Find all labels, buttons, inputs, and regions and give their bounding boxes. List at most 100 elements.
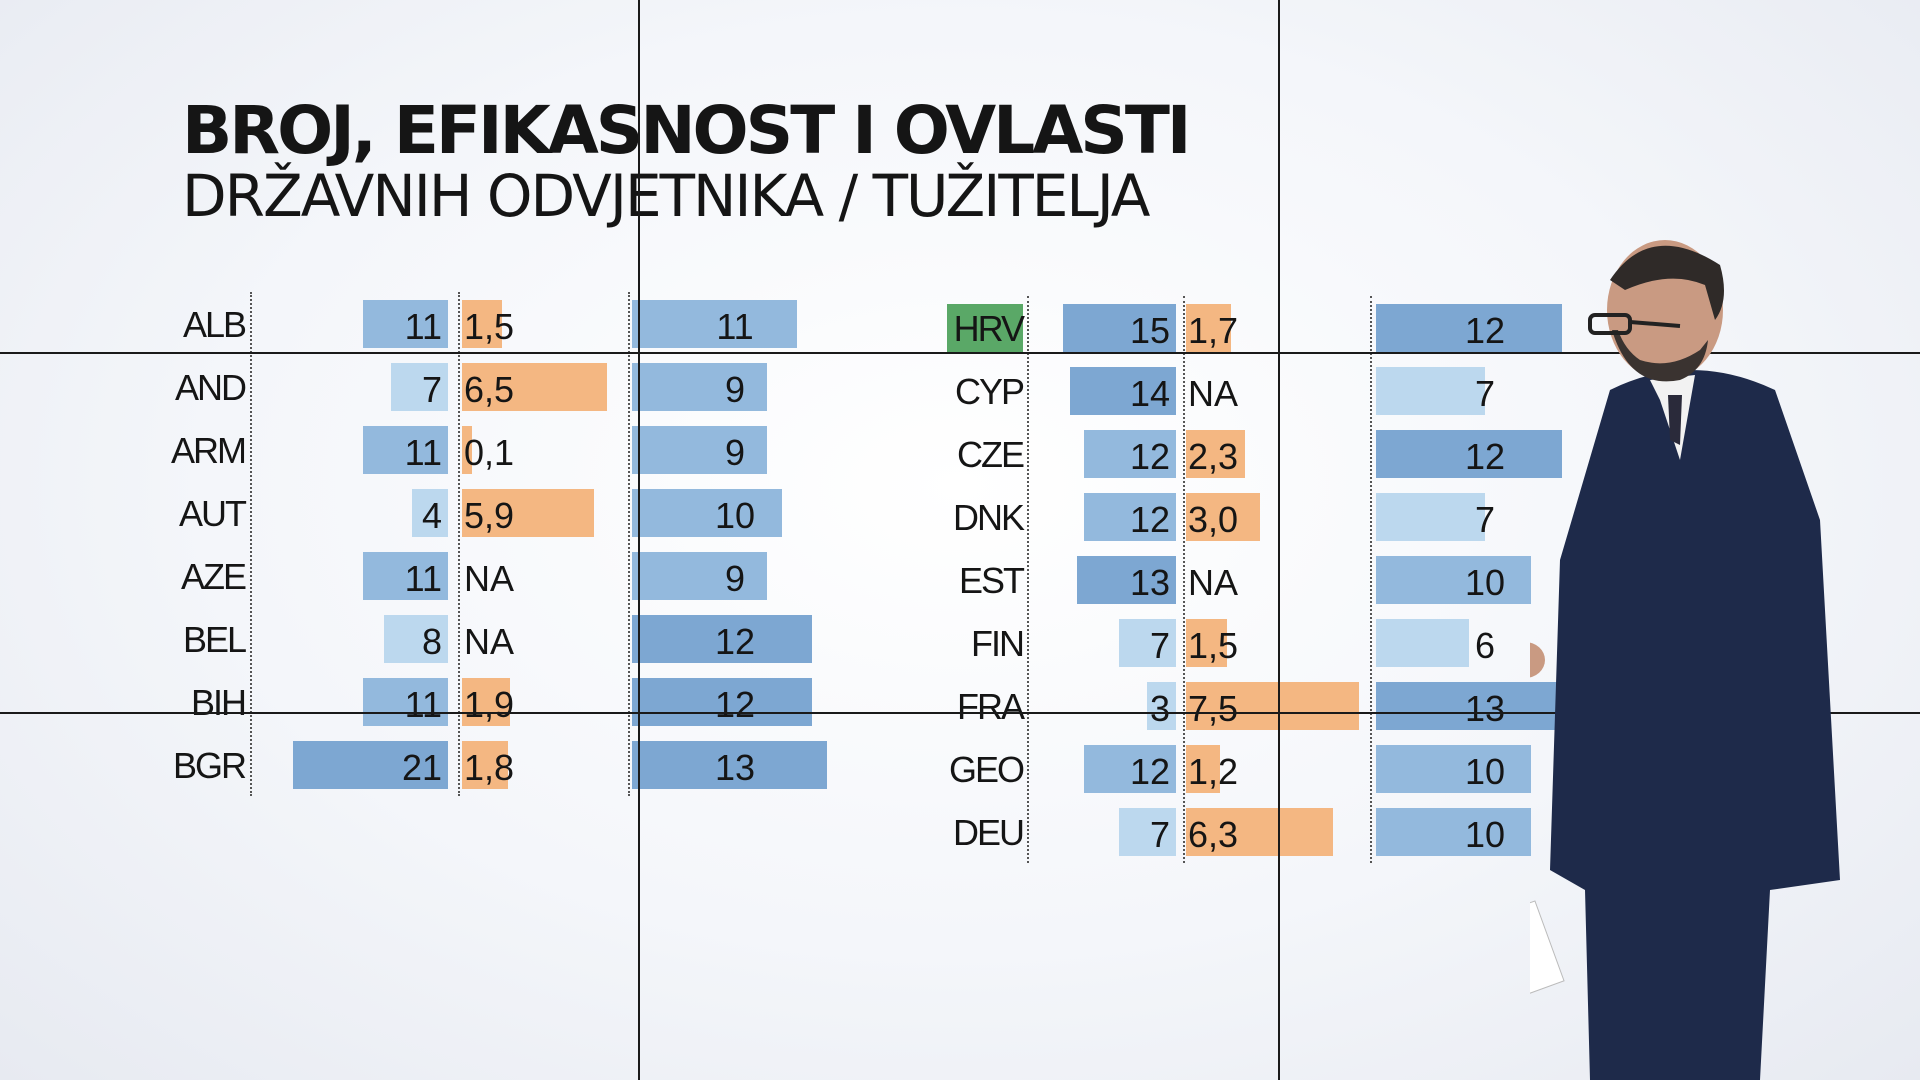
bar-value-1 xyxy=(293,741,448,789)
bar-value-3 xyxy=(1376,304,1562,352)
value-3-label: 11 xyxy=(716,306,754,347)
bar-value-2 xyxy=(462,678,510,726)
value-2-label: 2,3 xyxy=(1188,436,1239,477)
bar-value-3 xyxy=(1376,367,1485,415)
value-2-label: 1,5 xyxy=(464,306,515,347)
bar-value-3 xyxy=(1376,745,1531,793)
value-2-label: 7,5 xyxy=(1188,688,1239,729)
bar-value-2 xyxy=(1186,682,1359,730)
bar-value-3 xyxy=(632,615,812,663)
value-3-label: 12 xyxy=(1464,310,1506,351)
bar-value-2 xyxy=(1186,493,1260,541)
value-1-label: 7 xyxy=(421,369,442,410)
bar-value-2 xyxy=(1186,430,1245,478)
presenter-figure xyxy=(1530,240,1840,1080)
value-3-label: 9 xyxy=(724,558,746,599)
chart-title: BROJ, EFIKASNOST I OVLASTI xyxy=(182,92,1191,169)
country-label: AZE xyxy=(180,556,247,597)
value-1-label: 12 xyxy=(1129,751,1170,792)
bar-value-1 xyxy=(1084,745,1176,793)
country-label: ALB xyxy=(182,304,247,345)
bar-value-3 xyxy=(632,300,797,348)
value-1-label: 11 xyxy=(404,306,442,347)
value-1-label: 14 xyxy=(1129,373,1170,414)
screen-seam xyxy=(1278,0,1280,1080)
bar-value-3 xyxy=(1376,556,1531,604)
country-label: GEO xyxy=(948,749,1025,790)
bar-value-3 xyxy=(632,741,827,789)
country-label: BIH xyxy=(190,682,247,723)
value-2-label: NA xyxy=(1188,562,1239,603)
value-2-label: NA xyxy=(464,558,515,599)
value-1-label: 4 xyxy=(421,495,442,536)
value-2-label: 1,8 xyxy=(464,747,515,788)
bar-value-1 xyxy=(363,678,448,726)
value-2-label: NA xyxy=(464,621,515,662)
screen-seam xyxy=(0,712,1920,714)
value-2-label: 6,3 xyxy=(1188,814,1239,855)
country-label: EST xyxy=(958,560,1025,601)
value-2-label: 5,9 xyxy=(464,495,515,536)
bar-value-2 xyxy=(462,300,502,348)
bar-value-2 xyxy=(462,741,508,789)
value-2-label: NA xyxy=(1188,373,1239,414)
bar-value-1 xyxy=(1119,619,1176,667)
bar-value-2 xyxy=(1186,304,1232,352)
bar-value-3 xyxy=(632,363,767,411)
country-label: ARM xyxy=(171,430,247,471)
value-3-label: 12 xyxy=(714,684,756,725)
bar-value-1 xyxy=(1084,430,1176,478)
value-3-label: 7 xyxy=(1474,499,1496,540)
bar-value-3 xyxy=(1376,619,1469,667)
value-1-label: 11 xyxy=(404,684,442,725)
bar-value-1 xyxy=(1070,367,1176,415)
bar-value-2 xyxy=(1186,808,1333,856)
value-3-label: 10 xyxy=(714,495,756,536)
country-label: AUT xyxy=(179,493,247,534)
bar-value-1 xyxy=(363,426,448,474)
column-separator xyxy=(628,292,630,796)
bar-value-1 xyxy=(1147,682,1176,730)
bar-value-2 xyxy=(462,363,607,411)
bar-value-1 xyxy=(384,615,448,663)
bar-value-3 xyxy=(632,678,812,726)
bar-value-1 xyxy=(363,300,448,348)
value-3-label: 9 xyxy=(724,369,746,410)
bar-value-3 xyxy=(1376,430,1562,478)
value-1-label: 11 xyxy=(404,432,442,473)
value-2-label: 3,0 xyxy=(1188,499,1239,540)
value-3-label: 10 xyxy=(1464,562,1506,603)
value-1-label: 13 xyxy=(1129,562,1170,603)
bar-value-1 xyxy=(363,552,448,600)
country-label: FRA xyxy=(957,686,1025,727)
value-2-label: 1,9 xyxy=(464,684,515,725)
bar-value-3 xyxy=(1376,493,1485,541)
bar-value-3 xyxy=(1376,682,1578,730)
value-1-label: 21 xyxy=(401,747,442,788)
bar-value-2 xyxy=(1186,619,1227,667)
bar-value-2 xyxy=(462,426,473,474)
value-1-label: 12 xyxy=(1129,499,1170,540)
country-label: AND xyxy=(174,367,247,408)
bar-value-3 xyxy=(632,489,782,537)
value-3-label: 7 xyxy=(1474,373,1496,414)
bar-value-3 xyxy=(632,426,767,474)
value-2-label: 1,7 xyxy=(1188,310,1239,351)
screen-seam xyxy=(0,352,1920,354)
value-1-label: 3 xyxy=(1149,688,1170,729)
value-2-label: 1,5 xyxy=(1188,625,1239,666)
country-label: FIN xyxy=(971,623,1025,664)
bar-value-1 xyxy=(1077,556,1176,604)
value-3-label: 6 xyxy=(1474,625,1496,666)
bar-value-1 xyxy=(1084,493,1176,541)
bar-value-1 xyxy=(391,363,448,411)
bar-value-2 xyxy=(462,489,594,537)
country-label: HRV xyxy=(953,308,1025,349)
value-1-label: 7 xyxy=(1149,625,1170,666)
country-label: BEL xyxy=(182,619,247,660)
value-3-label: 13 xyxy=(1464,688,1506,729)
column-separator xyxy=(1370,296,1372,863)
value-2-label: 1,2 xyxy=(1188,751,1239,792)
value-1-label: 7 xyxy=(1149,814,1170,855)
